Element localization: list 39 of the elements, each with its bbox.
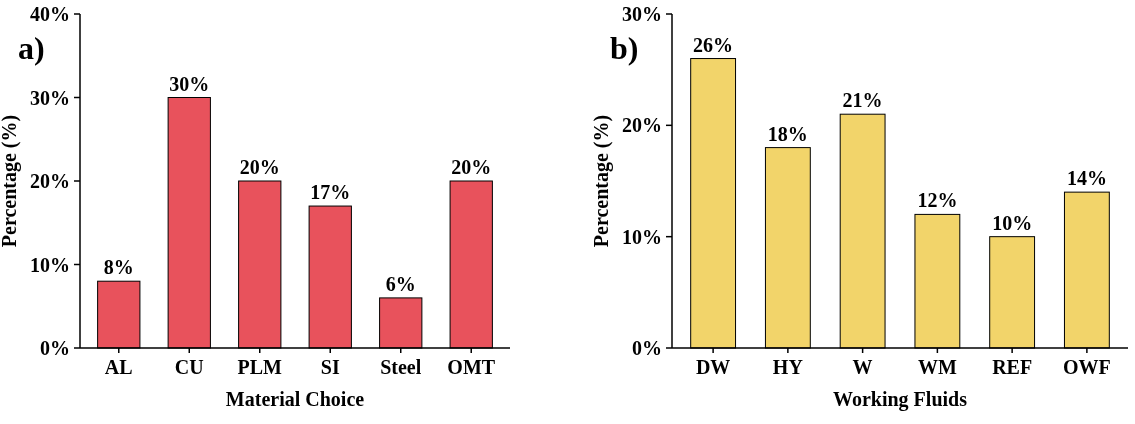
x-tick-label: SI — [320, 356, 340, 378]
x-tick-label: REF — [992, 356, 1033, 378]
y-tick-label: 20% — [30, 170, 70, 192]
text: a) — [18, 30, 45, 66]
x-tick-label: WM — [917, 356, 957, 378]
y-tick-label: 0% — [40, 337, 70, 359]
data-label: 10% — [992, 211, 1033, 234]
data-label: 8% — [103, 256, 134, 279]
y-tick-label: 20% — [622, 114, 662, 137]
data-label: 21% — [842, 89, 883, 112]
y-tick-label: 40% — [30, 3, 70, 25]
y-tick-label: 30% — [30, 86, 70, 109]
data-label: 20% — [451, 156, 492, 178]
y-tick-label: 10% — [622, 225, 662, 248]
x-tick-label: W — [852, 356, 873, 378]
data-label: 14% — [1066, 167, 1107, 190]
data-label: 20% — [239, 156, 280, 178]
y-axis-title: Percentage (%) — [590, 114, 613, 248]
data-label: 18% — [767, 122, 808, 145]
x-tick-label: PLM — [237, 356, 283, 378]
data-label: 6% — [385, 272, 416, 295]
data-label: 30% — [169, 72, 210, 95]
x-tick-label: OWF — [1062, 356, 1111, 378]
y-tick-label: 30% — [622, 3, 662, 25]
x-axis-title: Working Fluids — [833, 388, 968, 411]
x-tick-label: CU — [174, 356, 204, 378]
x-tick-label: DW — [695, 356, 731, 378]
text: b) — [610, 30, 639, 66]
y-tick-label: 0% — [632, 337, 662, 359]
data-label: 12% — [917, 189, 958, 212]
data-label: 26% — [693, 33, 734, 56]
x-tick-label: OMT — [447, 356, 496, 378]
x-tick-label: Steel — [380, 356, 422, 378]
x-tick-label: HY — [772, 356, 804, 378]
x-tick-label: AL — [104, 356, 133, 378]
y-tick-label: 10% — [30, 253, 70, 276]
data-label: 17% — [310, 181, 351, 204]
x-axis-title: Material Choice — [225, 388, 365, 410]
y-axis-title: Percentage (%) — [0, 114, 21, 248]
